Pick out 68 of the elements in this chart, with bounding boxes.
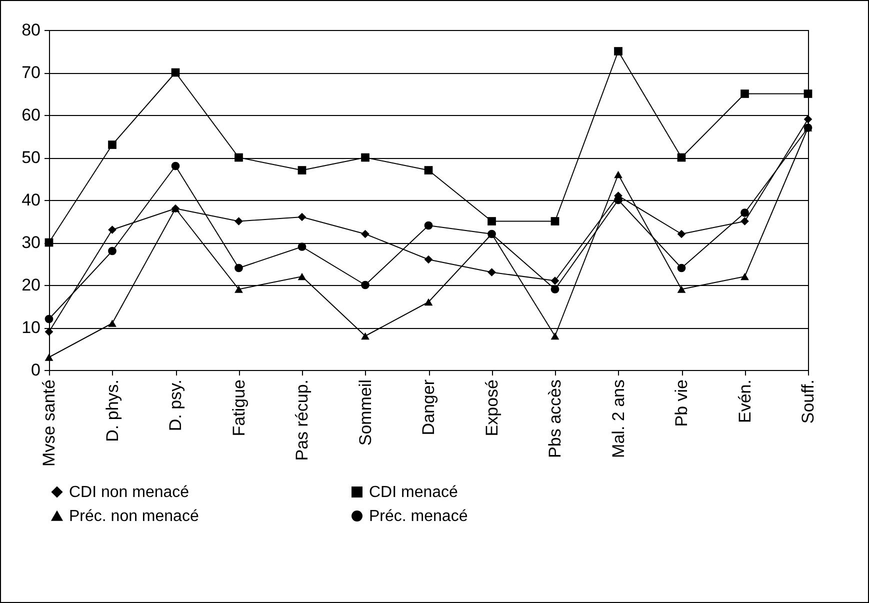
point bbox=[361, 230, 370, 238]
point bbox=[677, 286, 686, 293]
point bbox=[234, 286, 243, 293]
point bbox=[424, 255, 433, 264]
point bbox=[108, 226, 116, 234]
x-tick-label: Exposé bbox=[482, 380, 502, 436]
point bbox=[424, 298, 433, 306]
legend-label: CDI non menacé bbox=[69, 484, 190, 501]
point bbox=[740, 208, 749, 217]
x-tick-label: Pas récup. bbox=[292, 380, 312, 461]
x-tick-label: Pb vie bbox=[672, 380, 691, 427]
x-tick-label: Mal. 2 ans bbox=[608, 380, 628, 458]
point bbox=[234, 264, 243, 272]
point bbox=[677, 264, 686, 272]
point bbox=[298, 242, 306, 251]
point bbox=[740, 90, 749, 98]
point bbox=[171, 68, 180, 77]
x-tick-label: Souff. bbox=[798, 380, 818, 424]
point bbox=[424, 221, 433, 230]
point bbox=[550, 285, 560, 294]
legend-label: Préc. non menacé bbox=[69, 508, 199, 525]
y-tick-label: 10 bbox=[22, 318, 40, 337]
point bbox=[614, 47, 622, 56]
point bbox=[677, 153, 686, 162]
point bbox=[298, 166, 306, 174]
y-tick-label: 40 bbox=[22, 190, 40, 210]
y-tick-label: 60 bbox=[22, 106, 40, 124]
point bbox=[108, 246, 116, 256]
point bbox=[550, 217, 560, 226]
point bbox=[361, 332, 370, 340]
point bbox=[298, 272, 306, 280]
point bbox=[298, 212, 306, 222]
y-tick-label: 30 bbox=[22, 233, 40, 252]
x-tick-label: Evén. bbox=[735, 380, 754, 423]
x-tick-label: Sommeil bbox=[356, 380, 375, 446]
point bbox=[804, 115, 812, 124]
point bbox=[740, 217, 749, 226]
point bbox=[550, 276, 560, 285]
x-tick-label: Danger bbox=[419, 379, 438, 436]
point bbox=[488, 268, 496, 276]
point bbox=[361, 280, 370, 290]
point bbox=[234, 217, 243, 226]
x-tick-label: Fatigue bbox=[229, 380, 248, 436]
point bbox=[740, 272, 749, 280]
point bbox=[44, 354, 54, 361]
y-tick-label: 0 bbox=[31, 360, 40, 380]
point bbox=[677, 230, 686, 238]
y-tick-label: 70 bbox=[22, 63, 40, 82]
x-tick-label: Mvse santé bbox=[40, 380, 58, 466]
point bbox=[361, 153, 370, 162]
y-tick-label: 80 bbox=[22, 20, 40, 40]
y-tick-label: 50 bbox=[22, 148, 40, 167]
point bbox=[424, 166, 433, 174]
y-tick-label: 20 bbox=[22, 276, 40, 294]
x-tick-label: Pbs accès bbox=[546, 380, 564, 458]
point bbox=[804, 90, 812, 98]
point bbox=[108, 320, 116, 327]
point bbox=[108, 140, 116, 149]
point bbox=[44, 314, 54, 324]
x-tick-label: D. psy. bbox=[166, 380, 185, 432]
x-tick-label: D. phys. bbox=[102, 380, 122, 442]
legend-label: Préc. menacé bbox=[369, 508, 468, 525]
legend-label: CDI menacé bbox=[369, 484, 458, 501]
point bbox=[614, 170, 622, 178]
point bbox=[171, 162, 180, 170]
point bbox=[550, 332, 560, 340]
point bbox=[234, 153, 243, 162]
point bbox=[488, 217, 496, 226]
